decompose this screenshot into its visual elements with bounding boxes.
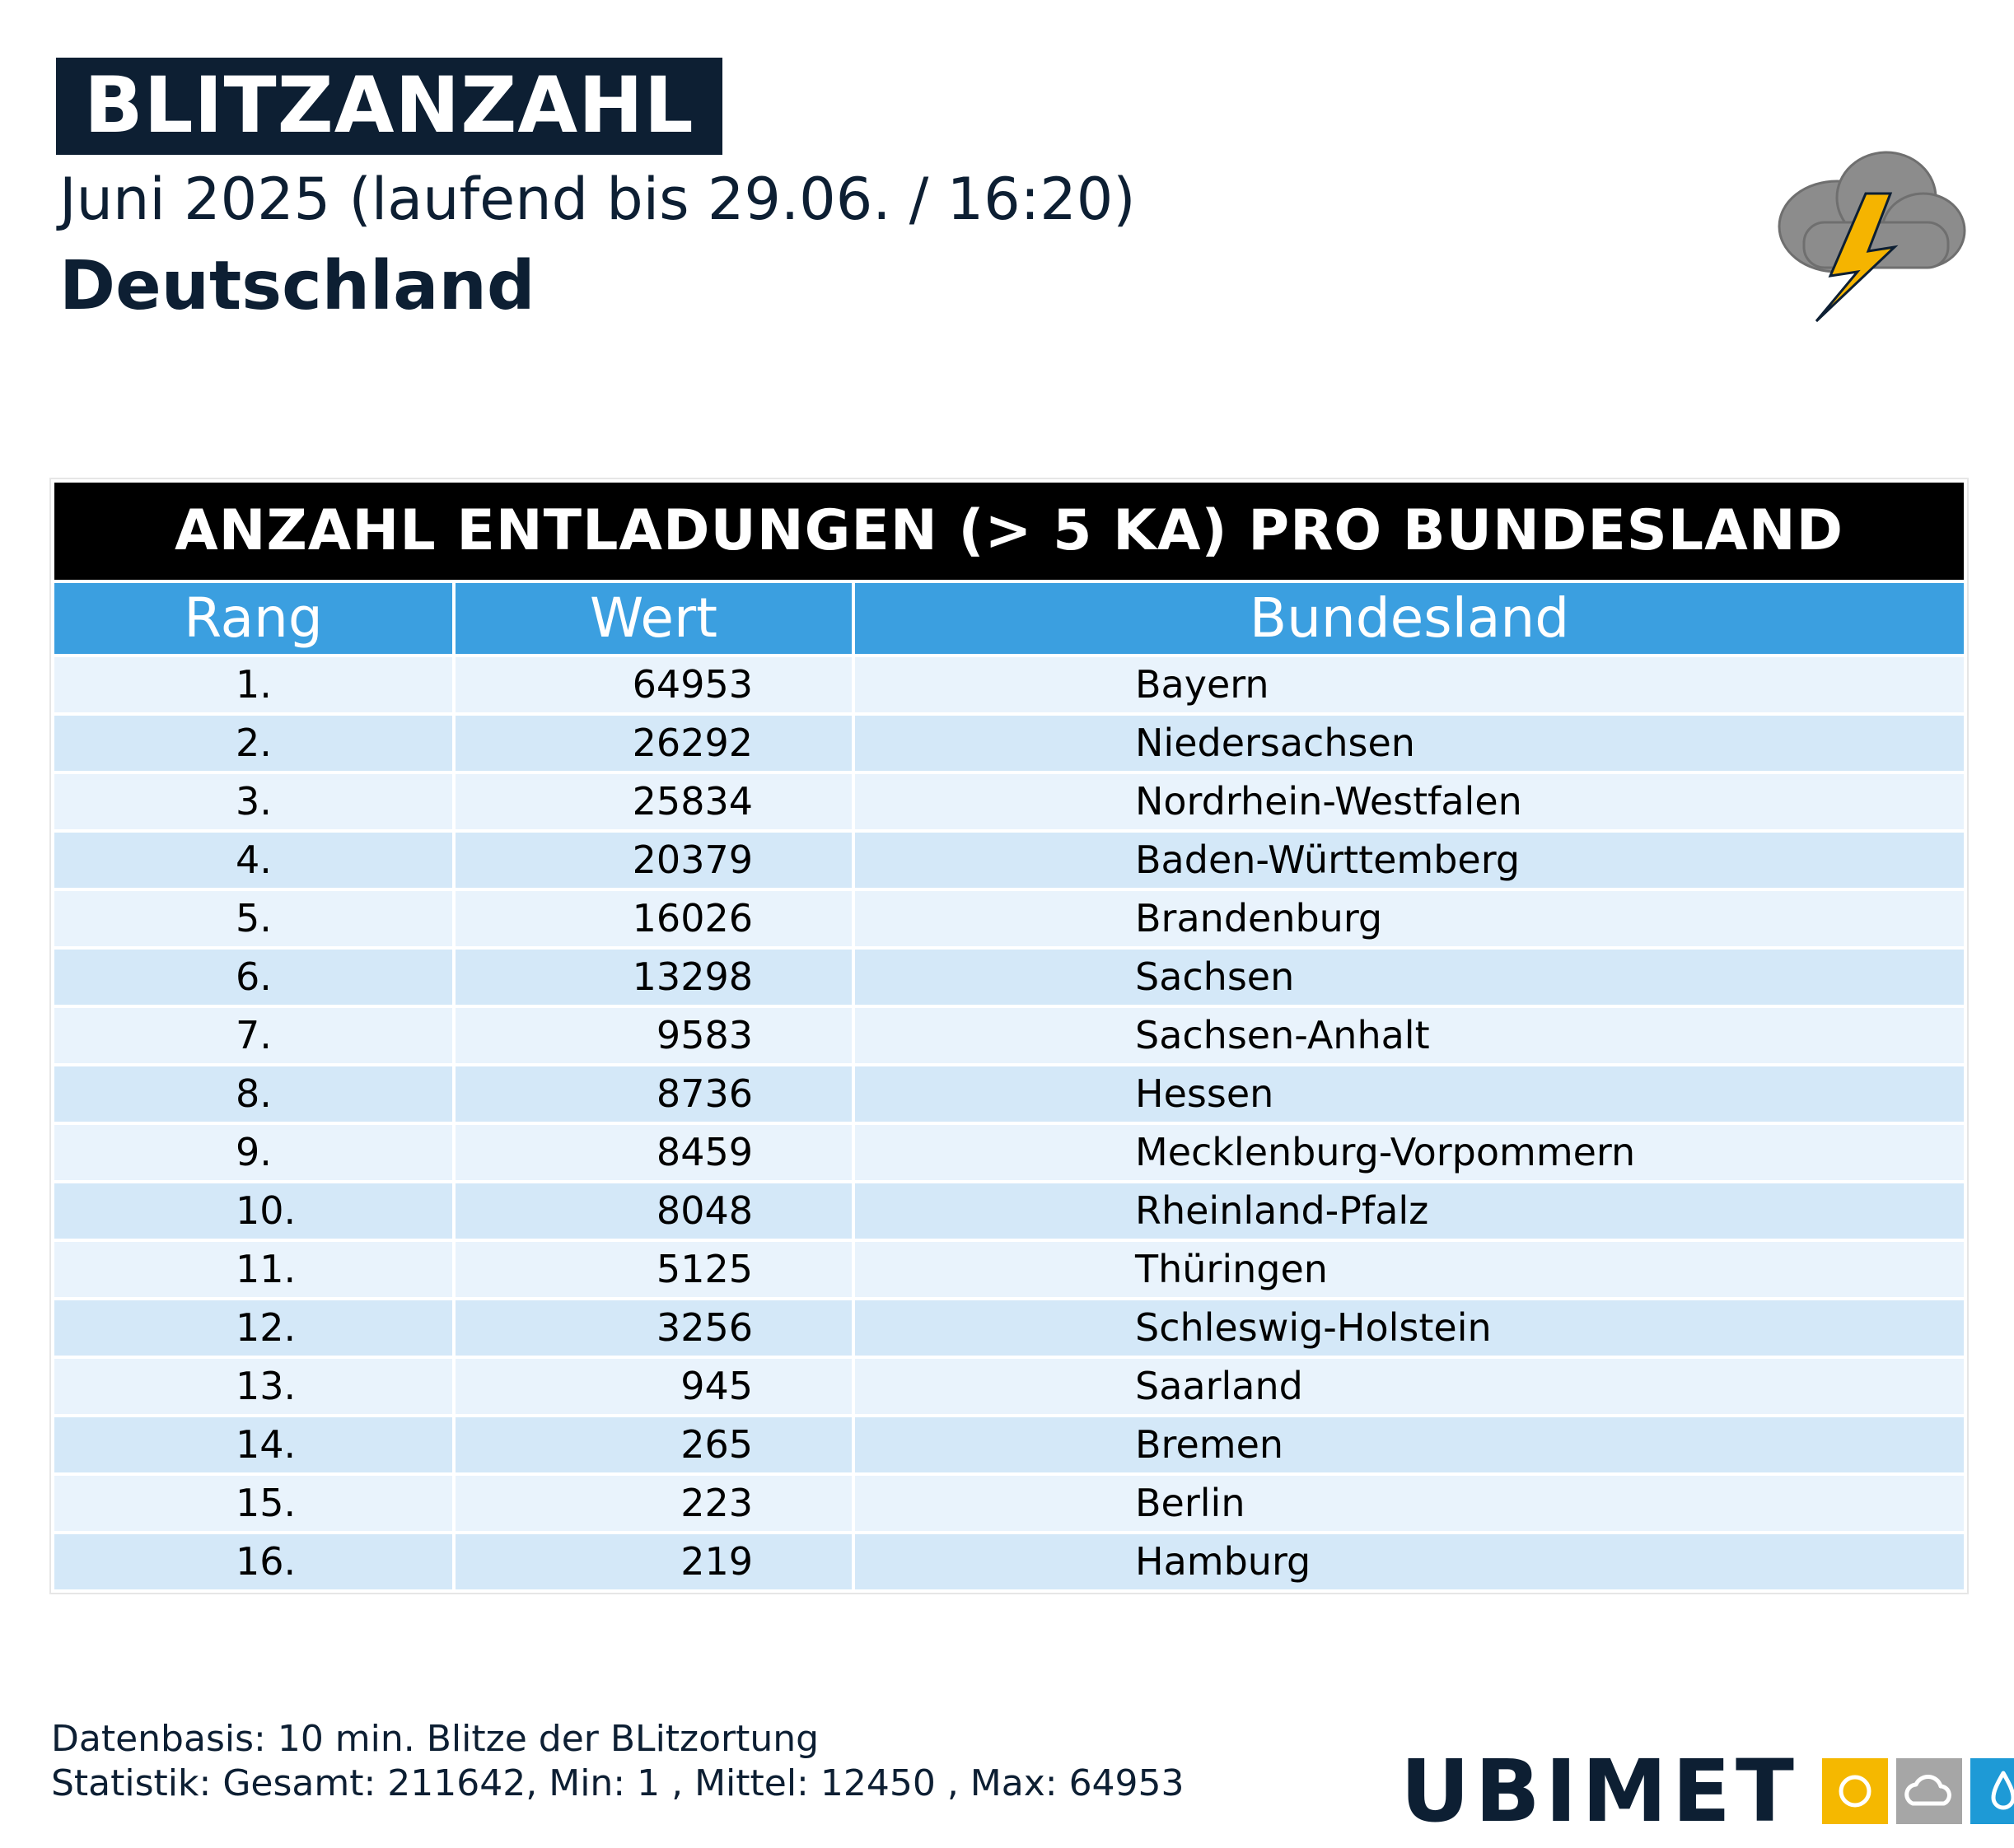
rank-cell: 15. xyxy=(54,1472,456,1533)
state-cell: Bremen xyxy=(853,1414,1964,1474)
value-cell: 8736 xyxy=(454,1063,855,1123)
state-cell: Niedersachsen xyxy=(853,712,1964,772)
table-row: 9. 8459 Mecklenburg-Vorpommern xyxy=(54,1122,1964,1182)
rank-cell: 3. xyxy=(54,771,456,831)
column-header-state: Bundesland xyxy=(853,583,1964,656)
value-cell: 20379 xyxy=(454,829,855,889)
rank-cell: 5. xyxy=(54,888,456,948)
table-row: 12. 3256 Schleswig-Holstein xyxy=(54,1297,1964,1357)
header-row: Rang Wert Bundesland xyxy=(54,583,1964,656)
table-row: 7. 9583 Sachsen-Anhalt xyxy=(54,1005,1964,1065)
value-cell: 3256 xyxy=(454,1297,855,1357)
brand-logo: UBIMET xyxy=(1400,1746,2014,1836)
value-cell: 219 xyxy=(454,1531,855,1589)
state-cell: Hessen xyxy=(853,1063,1964,1123)
state-cell: Mecklenburg-Vorpommern xyxy=(853,1122,1964,1182)
value-cell: 25834 xyxy=(454,771,855,831)
table-row: 4. 20379 Baden-Württemberg xyxy=(54,829,1964,889)
rank-cell: 13. xyxy=(54,1356,456,1416)
rank-cell: 9. xyxy=(54,1122,456,1182)
value-cell: 5125 xyxy=(454,1239,855,1299)
state-cell: Nordrhein-Westfalen xyxy=(853,771,1964,831)
value-cell: 8459 xyxy=(454,1122,855,1182)
statistics-note: Statistik: Gesamt: 211642, Min: 1 , Mitt… xyxy=(51,1762,1185,1804)
thunderstorm-cloud-icon xyxy=(1778,151,1966,323)
state-cell: Sachsen-Anhalt xyxy=(853,1005,1964,1065)
value-cell: 223 xyxy=(454,1472,855,1533)
cloud-icon xyxy=(1895,1758,1962,1824)
rank-cell: 12. xyxy=(54,1297,456,1357)
value-cell: 945 xyxy=(454,1356,855,1416)
rank-cell: 8. xyxy=(54,1063,456,1123)
value-cell: 64953 xyxy=(454,654,855,714)
rank-cell: 1. xyxy=(54,654,456,714)
drop-icon xyxy=(1970,1758,2014,1824)
state-cell: Rheinland-Pfalz xyxy=(853,1180,1964,1240)
state-cell: Sachsen xyxy=(853,946,1964,1006)
table-row: 3. 25834 Nordrhein-Westfalen xyxy=(54,771,1964,831)
state-cell: Thüringen xyxy=(853,1239,1964,1299)
value-cell: 16026 xyxy=(454,888,855,948)
table-row: 16. 219 Hamburg xyxy=(54,1531,1964,1589)
data-source-note: Datenbasis: 10 min. Blitze der BLitzortu… xyxy=(51,1718,820,1760)
value-cell: 8048 xyxy=(454,1180,855,1240)
state-cell: Bayern xyxy=(853,654,1964,714)
period-subtitle: Juni 2025 (laufend bis 29.06. / 16:20) xyxy=(59,166,1136,233)
table-row: 10. 8048 Rheinland-Pfalz xyxy=(54,1180,1964,1240)
logo-text: UBIMET xyxy=(1400,1741,1799,1841)
table-row: 14. 265 Bremen xyxy=(54,1414,1964,1474)
table-row: 5. 16026 Brandenburg xyxy=(54,888,1964,948)
value-cell: 26292 xyxy=(454,712,855,772)
table-row: 8. 8736 Hessen xyxy=(54,1063,1964,1123)
table-row: 15. 223 Berlin xyxy=(54,1472,1964,1533)
value-cell: 265 xyxy=(454,1414,855,1474)
column-header-rank: Rang xyxy=(54,583,456,656)
table-row: 11. 5125 Thüringen xyxy=(54,1239,1964,1299)
rank-cell: 7. xyxy=(54,1005,456,1065)
table-row: 2. 26292 Niedersachsen xyxy=(54,712,1964,772)
region-title: Deutschland xyxy=(59,247,535,325)
rank-cell: 6. xyxy=(54,946,456,1006)
table-title: ANZAHL ENTLADUNGEN (> 5 KA) PRO BUNDESLA… xyxy=(54,483,1964,580)
table-row: 6. 13298 Sachsen xyxy=(54,946,1964,1006)
table-row: 1. 64953 Bayern xyxy=(54,654,1964,714)
rank-cell: 4. xyxy=(54,829,456,889)
page-title: BLITZANZAHL xyxy=(56,58,722,155)
sun-icon xyxy=(1821,1758,1888,1824)
rank-cell: 11. xyxy=(54,1239,456,1299)
state-cell: Brandenburg xyxy=(853,888,1964,948)
rank-cell: 14. xyxy=(54,1414,456,1474)
state-cell: Schleswig-Holstein xyxy=(853,1297,1964,1357)
state-cell: Berlin xyxy=(853,1472,1964,1533)
rank-cell: 16. xyxy=(54,1531,456,1589)
ranking-table: ANZAHL ENTLADUNGEN (> 5 KA) PRO BUNDESLA… xyxy=(49,478,1969,1594)
column-header-value: Wert xyxy=(454,583,855,656)
value-cell: 13298 xyxy=(454,946,855,1006)
table-row: 13. 945 Saarland xyxy=(54,1356,1964,1416)
state-cell: Baden-Württemberg xyxy=(853,829,1964,889)
state-cell: Hamburg xyxy=(853,1531,1964,1589)
state-cell: Saarland xyxy=(853,1356,1964,1416)
footer-notes: Datenbasis: 10 min. Blitze der BLitzortu… xyxy=(51,1717,1185,1806)
value-cell: 9583 xyxy=(454,1005,855,1065)
data-table: Rang Wert Bundesland 1. 64953 Bayern 2. 2629… xyxy=(54,583,1964,1589)
rank-cell: 2. xyxy=(54,712,456,772)
rank-cell: 10. xyxy=(54,1180,456,1240)
